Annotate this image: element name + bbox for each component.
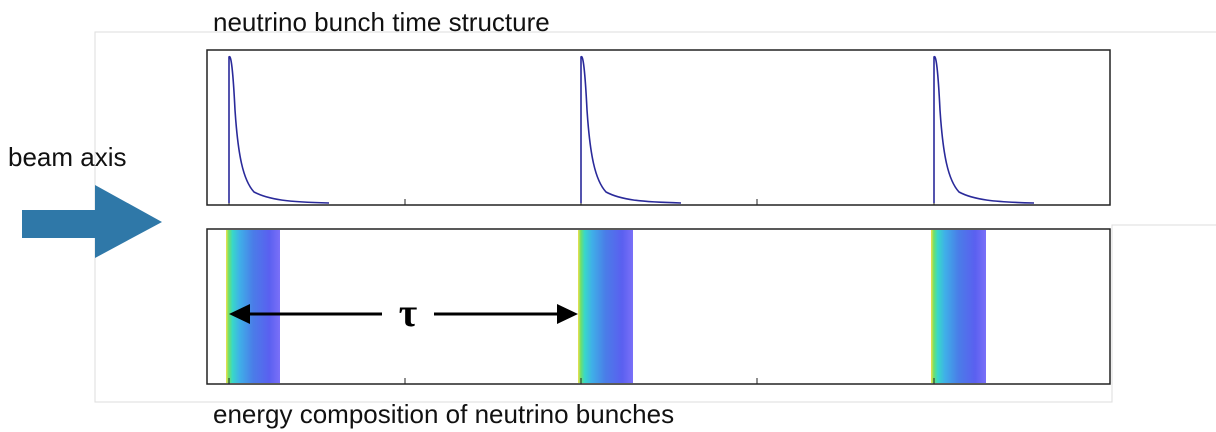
- energy-panel: [206, 228, 1111, 385]
- period-arrow: [229, 304, 578, 324]
- time-panel: [206, 49, 1111, 206]
- title: neutrino bunch time structure: [213, 7, 550, 37]
- energy-band: [578, 230, 633, 383]
- background-frame: [94, 31, 1216, 403]
- energy-band: [226, 230, 280, 383]
- beam-label: beam axis: [8, 142, 127, 172]
- beam-arrow: [22, 185, 162, 258]
- caption: energy composition of neutrino bunches: [213, 399, 674, 429]
- period-label: τ: [399, 290, 417, 335]
- energy-band: [931, 230, 986, 383]
